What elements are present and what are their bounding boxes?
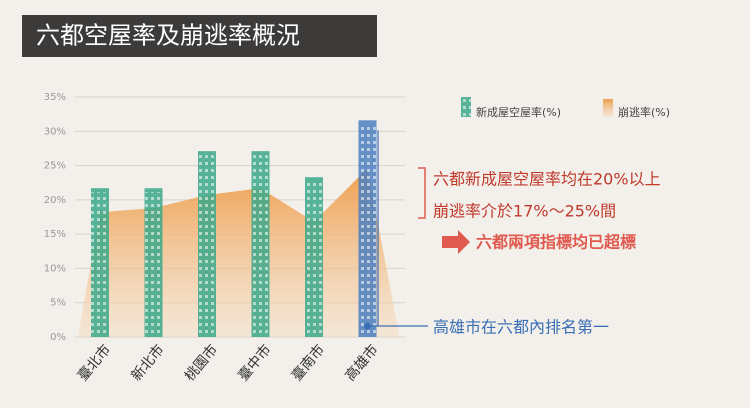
legend-label: 崩逃率(%) (618, 105, 670, 119)
bar-windows (305, 181, 323, 337)
x-tick-label: 新北市 (128, 341, 168, 384)
y-tick-label: 25% (44, 161, 66, 172)
y-tick-label: 5% (50, 298, 66, 309)
x-tick-label: 臺中市 (235, 341, 275, 384)
title-box (22, 15, 377, 57)
x-tick-label: 桃園市 (181, 341, 221, 384)
y-tick-label: 20% (44, 195, 66, 206)
annotation: 高雄市在六都內排名第一 (433, 318, 609, 337)
y-tick-label: 15% (44, 229, 66, 240)
bar-windows (198, 155, 216, 337)
bar-windows (91, 192, 109, 337)
annotation: 六都新成屋空屋率均在20%以上 (433, 170, 661, 189)
x-tick-label: 臺南市 (288, 341, 328, 384)
legend-swatch (461, 97, 471, 117)
y-tick-label: 30% (44, 126, 66, 137)
x-tick-label: 高雄市 (342, 341, 382, 384)
y-tick-label: 0% (50, 332, 66, 343)
bar-windows (251, 155, 270, 337)
bracket (418, 167, 426, 219)
legend-label: 新成屋空屋率(%) (476, 105, 561, 119)
x-tick-label: 臺北市 (74, 341, 114, 384)
y-tick-label: 10% (44, 263, 66, 274)
annotation: 六都兩項指標均已超標 (476, 233, 636, 252)
bar-windows (358, 124, 377, 337)
area (78, 168, 400, 337)
y-tick-label: 35% (44, 92, 66, 103)
annotation: 崩逃率介於17%～25%間 (433, 202, 616, 221)
arrow (442, 230, 470, 254)
chart-title: 六都空屋率及崩逃率概況 (36, 22, 300, 50)
bar-windows (144, 192, 163, 337)
legend-swatch (603, 99, 613, 117)
